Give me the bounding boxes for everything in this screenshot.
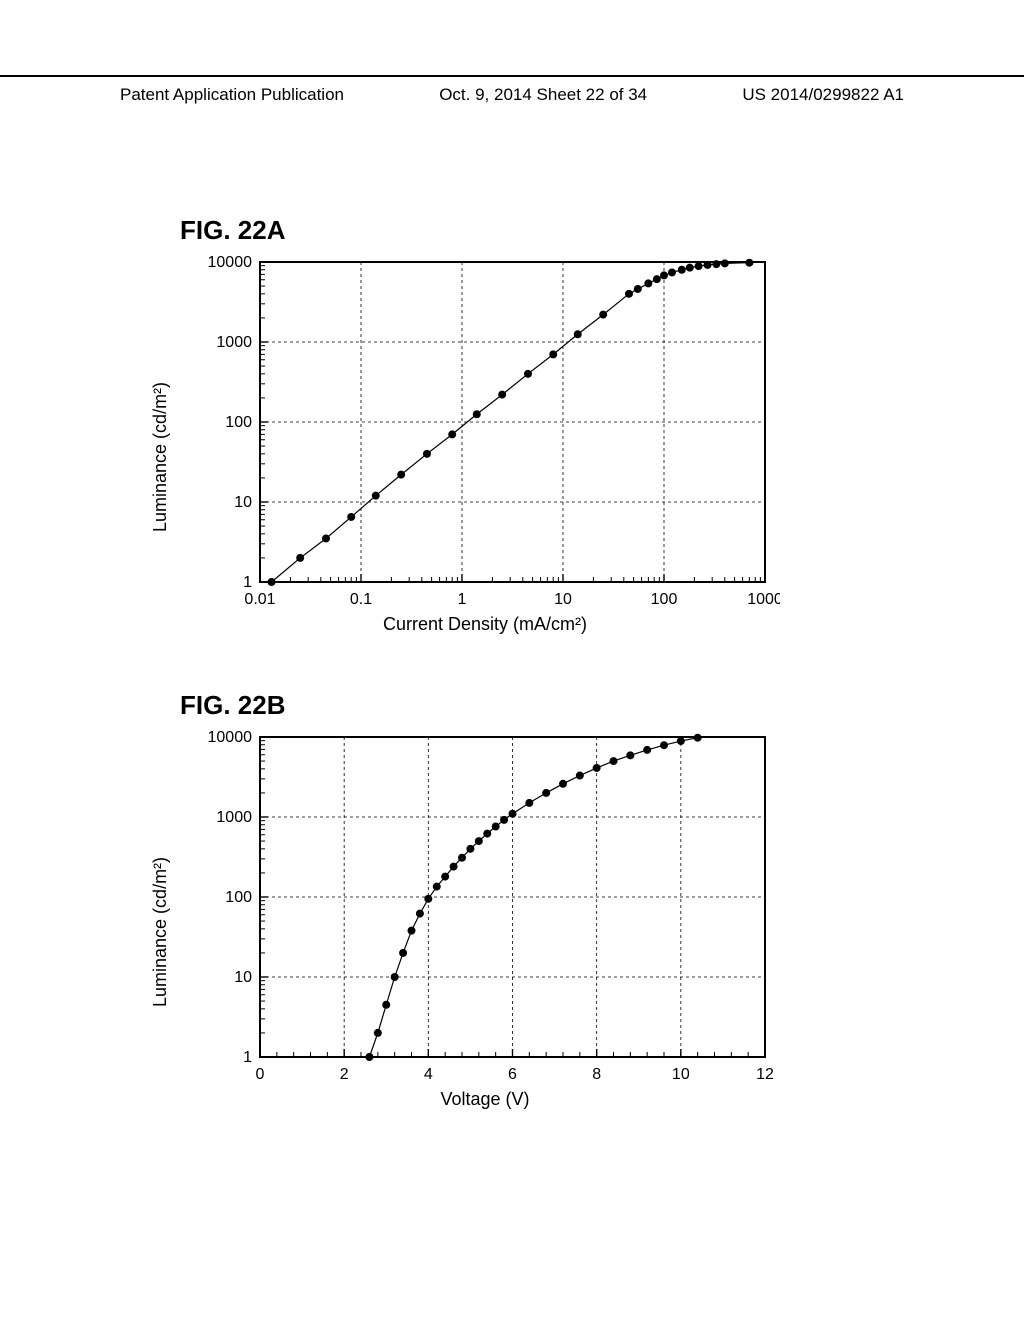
svg-text:10: 10: [234, 494, 252, 511]
svg-text:100: 100: [651, 591, 678, 608]
chart-a-svg: 1 10 100 1000 10000 0.01 0.1 1 10 100 1000: [190, 252, 780, 632]
chart-a-xlabel: Current Density (mA/cm²): [190, 614, 780, 635]
chart-a-block: FIG. 22A Luminance (cd/m²) 1101001000100…: [190, 215, 780, 632]
chart-a-ylabel: Luminance (cd/m²): [150, 382, 171, 532]
svg-text:100: 100: [225, 889, 252, 906]
svg-text:0: 0: [256, 1066, 265, 1083]
svg-text:1000: 1000: [747, 591, 780, 608]
chart-b-title: FIG. 22B: [180, 690, 780, 721]
header-center: Oct. 9, 2014 Sheet 22 of 34: [439, 85, 647, 105]
page-header: Patent Application Publication Oct. 9, 2…: [0, 75, 1024, 105]
svg-text:100: 100: [225, 414, 252, 431]
chart-b-ylabel: Luminance (cd/m²): [150, 857, 171, 1007]
svg-text:4: 4: [424, 1066, 433, 1083]
svg-text:10: 10: [554, 591, 572, 608]
svg-text:10000: 10000: [208, 729, 253, 746]
svg-text:6: 6: [508, 1066, 517, 1083]
svg-text:12: 12: [756, 1066, 774, 1083]
chart-b-svg: 1 10 100 1000 10000 0 2 4 6 8 10 12: [190, 727, 780, 1107]
svg-text:10000: 10000: [208, 254, 253, 271]
svg-text:1: 1: [243, 574, 252, 591]
svg-text:1000: 1000: [216, 334, 252, 351]
svg-text:1000: 1000: [216, 809, 252, 826]
chart-a-title: FIG. 22A: [180, 215, 780, 246]
svg-text:1: 1: [243, 1049, 252, 1066]
header-right: US 2014/0299822 A1: [742, 85, 904, 105]
svg-text:2: 2: [340, 1066, 349, 1083]
svg-text:0.1: 0.1: [350, 591, 372, 608]
header-left: Patent Application Publication: [120, 85, 344, 105]
svg-text:10: 10: [672, 1066, 690, 1083]
chart-b-block: FIG. 22B Luminance (cd/m²) 1101001000100…: [190, 690, 780, 1107]
svg-text:8: 8: [592, 1066, 601, 1083]
chart-b-xlabel: Voltage (V): [190, 1089, 780, 1110]
svg-text:10: 10: [234, 969, 252, 986]
svg-text:1: 1: [458, 591, 467, 608]
svg-text:0.01: 0.01: [244, 591, 275, 608]
